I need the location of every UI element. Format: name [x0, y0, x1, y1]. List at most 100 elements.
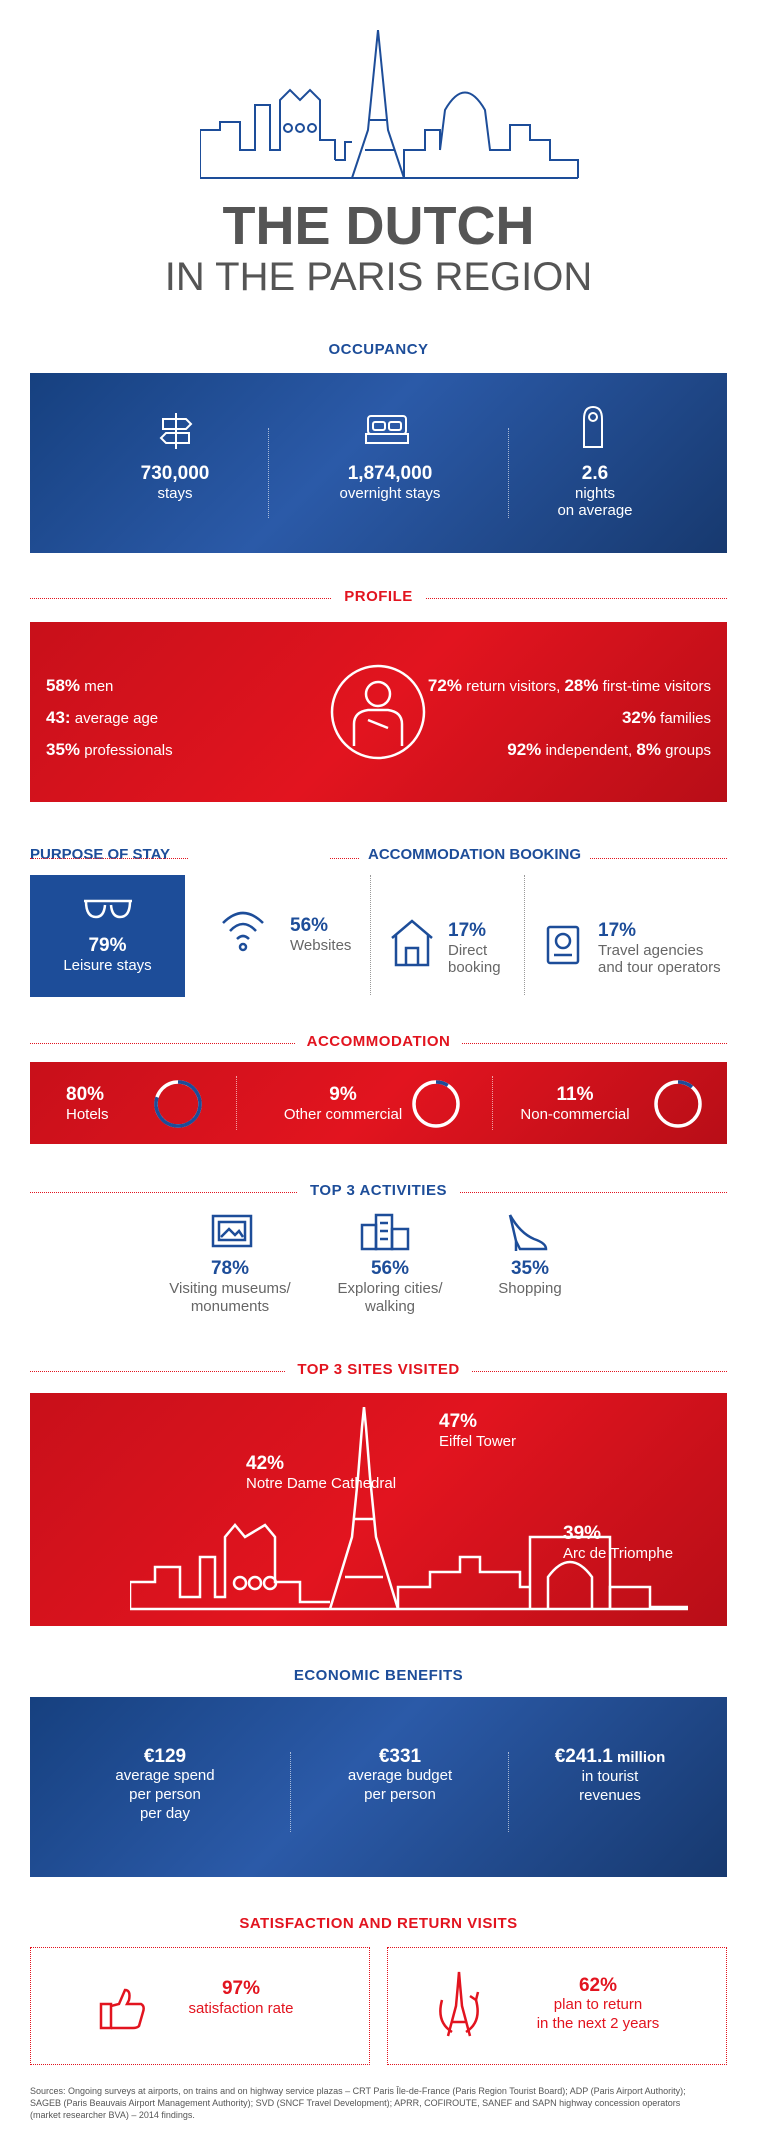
hotels-value: 80% [66, 1084, 105, 1105]
occupancy-panel: 730,000 stays 1,874,000 overnight stays … [30, 373, 727, 553]
sites-panel: 47% Eiffel Tower 42% Notre Dame Cathedra… [30, 1393, 727, 1626]
high-heel-icon [508, 1214, 548, 1251]
shopping-label: Shopping [498, 1280, 562, 1297]
thumbs-up-icon [99, 1988, 145, 2030]
purpose-panel: 79% Leisure stays [30, 875, 185, 997]
hotels-ring-arc [154, 1080, 202, 1128]
return-label-2: in the next 2 years [536, 2015, 660, 2032]
person-icon [330, 664, 426, 760]
non-commercial-label: Non-commercial [520, 1106, 630, 1123]
paris-skyline-illustration [200, 30, 579, 179]
occupancy-title: OCCUPANCY [0, 341, 757, 358]
wifi-icon [222, 911, 264, 952]
overnight-stays-label: overnight stays [339, 485, 441, 502]
accommodation-title: ACCOMMODATION [0, 1033, 757, 1050]
other-commercial-value: 9% [329, 1084, 357, 1105]
eiffel-tower-value: 47% [439, 1411, 478, 1432]
sunglasses-icon [84, 899, 132, 919]
exploring-label-1: Exploring cities/ [337, 1280, 443, 1297]
satisfaction-value: 97% [221, 1978, 261, 1999]
eiffel-tower-label: Eiffel Tower [439, 1433, 516, 1450]
museum-frame-icon [211, 1214, 253, 1248]
non-commercial-value: 11% [556, 1084, 594, 1105]
notre-dame-label: Notre Dame Cathedral [246, 1475, 397, 1492]
house-icon [391, 919, 433, 967]
page-subtitle: IN THE PARIS REGION [164, 255, 593, 299]
websites-label: Websites [290, 937, 352, 954]
eiffel-return-icon [439, 1971, 480, 2037]
museums-label-2: monuments [190, 1298, 270, 1315]
accommodation-panel: 80% Hotels 9% Other commercial 11% Non-c… [30, 1062, 727, 1144]
budget-label-1: average budget [347, 1767, 453, 1784]
purpose-title: PURPOSE OF STAY [30, 846, 171, 863]
booking-title: ACCOMMODATION BOOKING [360, 846, 660, 863]
daily-spend-label-1: average spend [115, 1767, 215, 1784]
profile-independent: 92% independent, 8% groups [507, 740, 711, 759]
nights-label-2: on average [557, 502, 633, 519]
profile-professionals: 35% professionals [46, 740, 173, 759]
non-commercial-ring-arc [677, 1080, 694, 1089]
return-label-1: plan to return [553, 1996, 643, 2013]
activities-title: TOP 3 ACTIVITIES [0, 1182, 757, 1199]
direct-booking-label-2: booking [448, 959, 501, 976]
stays-label: stays [157, 485, 193, 502]
budget-value: €331 [378, 1746, 422, 1767]
overnight-stays-value: 1,874,000 [347, 463, 433, 484]
return-value: 62% [578, 1975, 618, 1996]
sites-title: TOP 3 SITES VISITED [0, 1361, 757, 1378]
satisfaction-box: 97% satisfaction rate [30, 1947, 370, 2065]
signpost-icon [159, 413, 193, 449]
purpose-label: Leisure stays [63, 957, 152, 974]
daily-spend-label-2: per person [129, 1786, 201, 1803]
sources-line-2: SAGEB (Paris Beauvais Airport Management… [30, 2098, 681, 2108]
profile-panel: 58% men 43: average age 35% professional… [30, 622, 727, 802]
shopping-value: 35% [510, 1258, 550, 1279]
profile-families: 32% families [621, 708, 711, 727]
hotels-label: Hotels [66, 1106, 109, 1123]
sources-footnote: Sources: Ongoing surveys at airports, on… [30, 2085, 730, 2121]
passport-icon [546, 925, 580, 965]
other-commercial-label: Other commercial [283, 1106, 403, 1123]
profile-age: 43: average age [46, 708, 159, 727]
city-buildings-icon [360, 1213, 410, 1251]
non-commercial-ring [654, 1080, 702, 1128]
sources-line-3: (market researcher BVA) – 2014 findings. [30, 2110, 195, 2120]
paris-monuments-illustration [130, 1407, 688, 1611]
travel-agencies-label-2: and tour operators [598, 959, 721, 976]
notre-dame-value: 42% [246, 1453, 285, 1474]
travel-agencies-label-1: Travel agencies [598, 942, 704, 959]
page-title: THE DUTCH [222, 196, 535, 256]
other-commercial-ring-arc [435, 1080, 449, 1087]
profile-men: 58% men [46, 676, 114, 695]
return-box: 62% plan to return in the next 2 years [387, 1947, 727, 2065]
door-hanger-icon [583, 405, 603, 448]
sources-line-1: Sources: Ongoing surveys at airports, on… [30, 2086, 686, 2096]
hotels-ring [154, 1080, 202, 1128]
bed-icon [365, 415, 409, 444]
economic-title: ECONOMIC BENEFITS [0, 1667, 757, 1684]
satisfaction-label: satisfaction rate [188, 2000, 294, 2017]
exploring-label-2: walking [364, 1298, 416, 1315]
nights-label: nights [574, 485, 616, 502]
direct-booking-value: 17% [448, 920, 487, 941]
nights-value: 2.6 [581, 463, 609, 484]
direct-booking-label-1: Direct [448, 942, 488, 959]
arc-de-triomphe-value: 39% [563, 1523, 602, 1544]
daily-spend-label-3: per day [139, 1805, 191, 1822]
profile-return-visitors: 72% return visitors, 28% first-time visi… [427, 676, 711, 695]
museums-value: 78% [210, 1258, 250, 1279]
museums-label-1: Visiting museums/ [169, 1280, 291, 1297]
arc-de-triomphe-label: Arc de Triomphe [563, 1545, 674, 1562]
profile-title: PROFILE [0, 588, 757, 605]
revenues-label-1: in tourist [581, 1768, 639, 1785]
satisfaction-title: SATISFACTION AND RETURN VISITS [0, 1915, 757, 1932]
purpose-value: 79% [88, 935, 127, 956]
other-commercial-ring [412, 1080, 460, 1128]
budget-label-2: per person [364, 1786, 436, 1803]
websites-value: 56% [290, 915, 329, 936]
exploring-value: 56% [370, 1258, 410, 1279]
revenues-value: €241.1 million [554, 1746, 666, 1767]
travel-agencies-value: 17% [598, 920, 637, 941]
economic-panel: €129 average spend per person per day €3… [30, 1697, 727, 1877]
daily-spend-value: €129 [143, 1746, 187, 1767]
